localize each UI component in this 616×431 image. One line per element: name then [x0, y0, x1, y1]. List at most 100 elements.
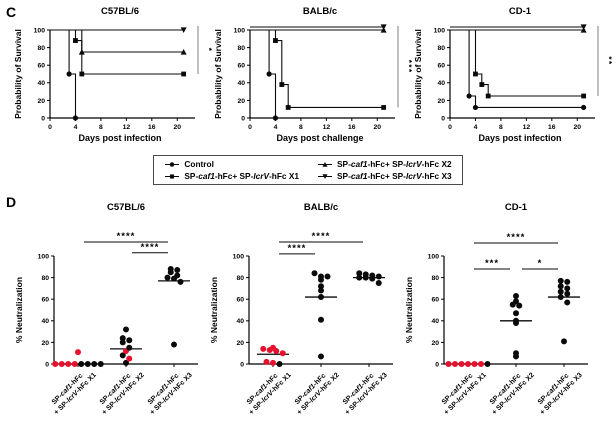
y-axis-title: % Neutralization — [14, 277, 24, 343]
x-tick-label: 16 — [148, 124, 156, 131]
y-tick-label: 40 — [41, 318, 49, 325]
data-point — [177, 278, 184, 285]
data-point — [471, 361, 478, 367]
data-point — [513, 350, 519, 357]
chart-title: BALB/c — [303, 6, 337, 17]
scatter-chart-slot-cd1: CD-1 0 20 40 60 80 100% Neutralization **** *** *… — [400, 194, 595, 431]
x-tick-label: 20 — [173, 124, 181, 131]
x-axis-title: Days post infection — [478, 133, 561, 143]
data-point — [484, 361, 491, 367]
data-point — [58, 361, 65, 367]
y-tick-label: 100 — [34, 27, 46, 34]
group-label: SP-caf1-hFc+ SP-lcrV-hFc X2 — [95, 365, 146, 416]
square-marker — [79, 71, 85, 77]
triangle-marker — [322, 161, 328, 167]
y-tick-label: 40 — [431, 318, 439, 325]
significance-label: **** — [288, 243, 307, 254]
triangle-marker — [78, 49, 85, 55]
significance-label: * — [204, 48, 212, 53]
x-tick-label: 8 — [299, 124, 303, 131]
y-tick-label: 0 — [240, 361, 244, 368]
y-tick-label: 40 — [236, 318, 244, 325]
data-point — [270, 359, 276, 366]
x-tick-label: 20 — [373, 124, 381, 131]
series-square — [250, 29, 384, 108]
neutralization-charts-row: C57BL/6 0 20 40 60 80 100% Neutralization **** *… — [10, 194, 595, 431]
data-point — [513, 292, 519, 299]
data-point — [513, 310, 519, 317]
square-marker — [381, 105, 387, 110]
data-point — [171, 341, 177, 348]
survival-chart-slot-cd1: CD-1 0 20 40 60 80 100 0 4 8 12 16 20 Probability of … — [412, 2, 613, 153]
series-triangle — [50, 29, 184, 53]
data-point — [65, 361, 72, 367]
y-axis-title: Probability of Survival — [213, 29, 223, 119]
group-2-points — [164, 265, 184, 348]
data-point — [564, 290, 571, 297]
circle-marker — [466, 93, 472, 99]
circle-marker — [170, 161, 175, 167]
data-point — [279, 350, 286, 357]
legend-entry-label: Control — [184, 159, 214, 169]
y-tick-label: 80 — [41, 275, 49, 282]
group-label: SP-caf1-hFc+ SP-lcrV-hFc X1 — [242, 365, 293, 416]
triangle-down-legend-icon — [318, 173, 332, 179]
data-point — [71, 361, 78, 367]
y-axis-title: % Neutralization — [404, 277, 414, 343]
data-point — [126, 344, 133, 351]
y-tick-label: 20 — [237, 98, 245, 105]
group-label: SP-caf1-hFc+ SP-lcrV-hFc X1 — [47, 365, 98, 416]
triangle-down-marker — [380, 24, 387, 30]
data-point — [119, 352, 126, 359]
y-tick-label: 60 — [431, 297, 439, 304]
data-point — [276, 361, 283, 367]
y-axis-title: Probability of Survival — [413, 29, 423, 119]
significance-label: *** — [485, 258, 499, 269]
data-point — [362, 271, 369, 278]
y-tick-label: 100 — [434, 27, 446, 34]
y-axis-title: Probability of Survival — [13, 29, 23, 119]
data-point — [356, 270, 363, 277]
square-marker — [473, 71, 478, 77]
data-point — [318, 316, 324, 323]
data-point — [97, 361, 104, 367]
chart-survival-c57bl6: C57BL/6 0 20 40 60 80 100 0 4 8 12 16 20 Probability … — [13, 6, 213, 143]
significance-label: * — [538, 258, 543, 269]
square-marker — [485, 93, 491, 99]
data-point — [516, 302, 523, 309]
data-point — [119, 335, 126, 342]
x-tick-label: 16 — [548, 124, 556, 131]
legend-entry-square: SP-caf1-hFc+ SP-lcrV-hFc X1 — [164, 171, 299, 181]
group-0-points — [52, 349, 104, 367]
y-tick-label: 100 — [234, 27, 246, 34]
data-point — [375, 280, 382, 286]
data-point — [445, 361, 452, 367]
data-point — [557, 288, 564, 295]
y-tick-label: 20 — [437, 98, 445, 105]
y-tick-label: 100 — [428, 253, 440, 260]
square-marker — [73, 38, 78, 43]
data-point — [561, 338, 567, 345]
scatter-chart-slot-c57bl6: C57BL/6 0 20 40 60 80 100 % Neutralization **** *… — [10, 194, 205, 431]
x-tick-label: 4 — [474, 124, 478, 131]
x-tick-label: 12 — [323, 124, 331, 131]
square-marker — [181, 71, 187, 77]
chart-survival-balbc: BALB/c 0 20 40 60 80 100 0 4 8 12 16 20 Probability o… — [213, 6, 413, 143]
x-tick-label: 0 — [248, 124, 252, 131]
triangle-down-marker — [322, 173, 328, 179]
survival-chart-slot-c57bl6: C57BL/6 0 20 40 60 80 100 0 4 8 12 16 20 Probability … — [12, 2, 213, 153]
y-tick-label: 80 — [437, 45, 445, 52]
x-axis-title: Days post infection — [78, 133, 161, 143]
data-point — [318, 294, 324, 301]
data-point — [78, 361, 85, 367]
significance-label: ** — [604, 56, 612, 65]
y-tick-label: 20 — [236, 340, 244, 347]
x-axis-title: Days post challenge — [276, 133, 363, 143]
y-tick-label: 100 — [233, 253, 245, 260]
panel-d-label: D — [6, 194, 17, 210]
y-tick-label: 80 — [236, 275, 244, 282]
y-tick-label: 60 — [237, 63, 245, 70]
x-tick-label: 4 — [274, 124, 278, 131]
